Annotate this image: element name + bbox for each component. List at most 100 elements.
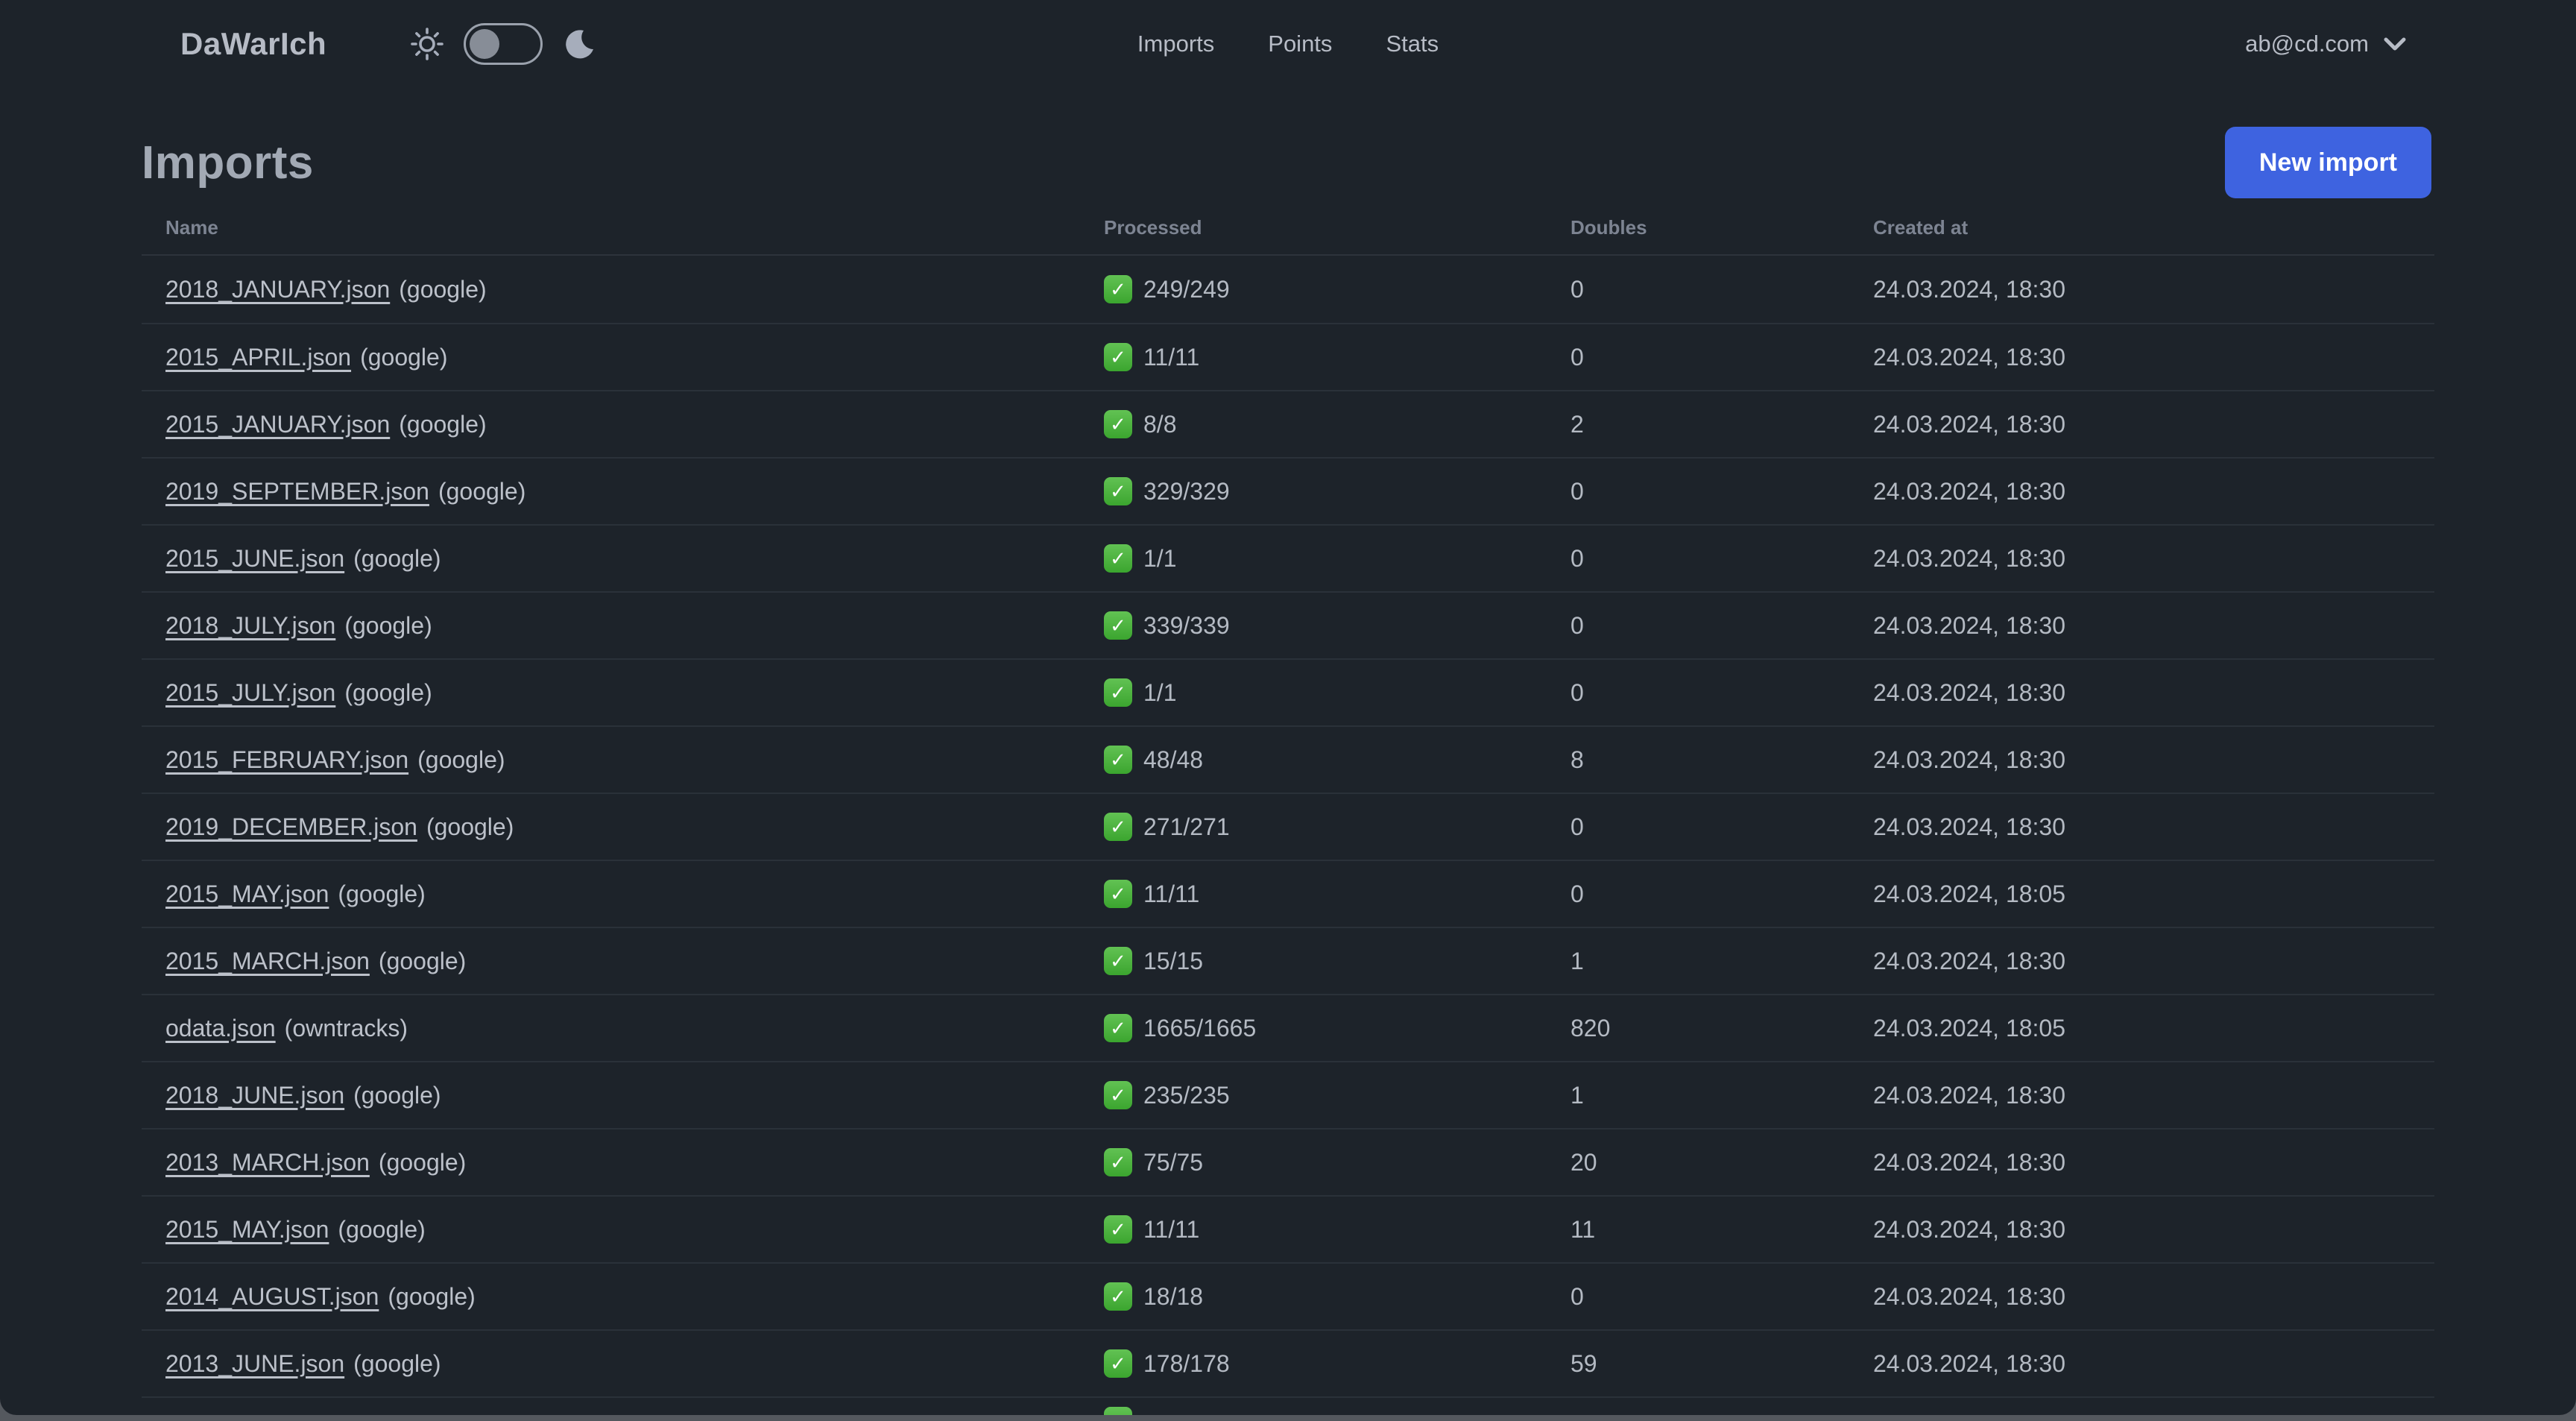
processed-cell: ✓ 15/15 [1104, 947, 1570, 975]
import-file-link[interactable]: 2015_MARCH.json [165, 947, 370, 974]
import-source-label: (google) [378, 947, 467, 974]
brand-logo[interactable]: DaWarIch [180, 26, 327, 61]
sun-icon [411, 28, 443, 60]
import-file-link[interactable]: odata.json [165, 1014, 276, 1042]
name-cell: 2018_JANUARY.json (google) [142, 276, 1104, 303]
table-row: 2018_JANUARY.json (google) ✓ 249/249 0 24… [142, 256, 2434, 323]
name-cell: 2014_AUGUST.json (google) [142, 1283, 1104, 1311]
processed-cell: ✓ 48/48 [1104, 746, 1570, 774]
import-source-label: (google) [438, 477, 526, 505]
import-file-link[interactable]: 2015_MAY.json [165, 1215, 329, 1243]
created-at-cell: 24.03.2024, 18:30 [1873, 746, 2066, 773]
nav-item-stats[interactable]: Stats [1386, 31, 1439, 57]
processed-cell: ✓ 11/11 [1104, 880, 1570, 908]
import-source-label: (google) [344, 678, 432, 706]
check-icon: ✓ [1104, 343, 1132, 371]
created-at-cell: 24.03.2024, 18:30 [1873, 544, 2066, 572]
check-icon: ✓ [1104, 1349, 1132, 1378]
import-source-label: (google) [338, 1215, 426, 1243]
chevron-down-icon [2384, 37, 2406, 51]
name-cell: 2015_JANUARY.json (google) [142, 411, 1104, 438]
processed-cell: ✓ 271/271 [1104, 813, 1570, 841]
processed-count: 271/271 [1143, 813, 1230, 840]
import-source-label: (google) [353, 1349, 441, 1377]
created-at-cell: 24.03.2024, 18:30 [1873, 410, 2066, 438]
check-icon: ✓ [1104, 410, 1132, 438]
import-file-link[interactable]: 2018_JUNE.json [165, 1081, 345, 1109]
processed-count: 8/8 [1143, 410, 1177, 438]
account-menu[interactable]: ab@cd.com [2245, 31, 2408, 57]
table-row: 2019_DECEMBER.json (google) ✓ 271/271 0 2… [142, 793, 2434, 860]
import-file-link[interactable]: 2015_JULY.json [165, 678, 336, 706]
processed-cell: ✓ 178/178 [1104, 1349, 1570, 1378]
created-at-cell: 24.03.2024, 18:30 [1873, 1215, 2066, 1243]
import-file-link[interactable]: 2013_MARCH.json [165, 1148, 370, 1176]
name-cell: 2015_MAY.json (google) [142, 880, 1104, 908]
import-file-link[interactable]: 2019_SEPTEMBER.json [165, 477, 429, 505]
doubles-cell: 1 [1570, 947, 1584, 974]
doubles-cell: 820 [1570, 1014, 1611, 1042]
table-row: 2013_MARCH.json (google) ✓ 75/75 20 24.03… [142, 1128, 2434, 1195]
doubles-cell: 8 [1570, 746, 1584, 773]
table-row: 2019_SEPTEMBER.json (google) ✓ 329/329 0 … [142, 457, 2434, 524]
theme-toggle-group [410, 23, 596, 65]
import-file-link[interactable]: 2015_JANUARY.json [165, 410, 391, 438]
import-file-link[interactable]: 2015_FEBRUARY.json [165, 746, 409, 773]
name-cell: 2018_JUNE.json (google) [142, 1082, 1104, 1109]
import-file-link[interactable]: 2018_JANUARY.json [165, 275, 391, 303]
new-import-button[interactable]: New import [2224, 127, 2431, 198]
import-source-label: (google) [353, 1081, 441, 1109]
table-row: 2015_MAY.json (google) ✓ 11/11 11 24.03.2… [142, 1195, 2434, 1262]
processed-count: 11/11 [1143, 343, 1200, 371]
import-file-link[interactable]: 2018_JULY.json [165, 611, 336, 639]
doubles-cell: 0 [1570, 544, 1584, 572]
import-file-link[interactable]: 2019_DECEMBER.json [165, 813, 417, 840]
processed-count: 235/235 [1143, 1081, 1230, 1109]
import-file-link[interactable]: 2015_MAY.json [165, 880, 329, 907]
doubles-cell: 0 [1570, 343, 1584, 371]
processed-count: 1/1 [1143, 678, 1177, 706]
table-row: 2015_JUNE.json (google) ✓ 1/1 0 24.03.202… [142, 524, 2434, 591]
import-source-label: (owntracks) [284, 1014, 408, 1042]
page-header: Imports New import [0, 124, 2576, 201]
doubles-cell: 0 [1570, 1282, 1584, 1310]
check-icon: ✓ [1104, 947, 1132, 975]
nav-item-points[interactable]: Points [1268, 31, 1333, 57]
import-source-label: (google) [426, 813, 514, 840]
doubles-cell: 0 [1570, 678, 1584, 706]
processed-cell: ✓ 75/75 [1104, 1148, 1570, 1176]
import-file-link[interactable]: 2014_AUGUST.json [165, 1282, 379, 1310]
processed-cell: ✓ 329/329 [1104, 477, 1570, 505]
imports-table: Name Processed Doubles Created at 2018_J… [142, 201, 2434, 1415]
table-row-partial: ✓ [142, 1396, 2434, 1415]
table-header-row: Name Processed Doubles Created at [142, 201, 2434, 256]
doubles-cell: 2 [1570, 410, 1584, 438]
page-title: Imports [142, 136, 314, 189]
doubles-cell: 0 [1570, 813, 1584, 840]
doubles-cell: 0 [1570, 477, 1584, 505]
doubles-cell: 20 [1570, 1148, 1597, 1176]
column-header-created-at: Created at [1873, 216, 1969, 239]
import-file-link[interactable]: 2013_JUNE.json [165, 1349, 345, 1377]
column-header-name: Name [165, 216, 218, 239]
name-cell: 2015_APRIL.json (google) [142, 344, 1104, 371]
import-source-label: (google) [344, 611, 432, 639]
processed-cell: ✓ 1665/1665 [1104, 1014, 1570, 1042]
table-row: odata.json (owntracks) ✓ 1665/1665 820 24… [142, 994, 2434, 1061]
created-at-cell: 24.03.2024, 18:30 [1873, 477, 2066, 505]
import-file-link[interactable]: 2015_APRIL.json [165, 343, 352, 371]
created-at-cell: 24.03.2024, 18:30 [1873, 1081, 2066, 1109]
window-bottom-edge [0, 1415, 2576, 1421]
check-icon: ✓ [1104, 544, 1132, 573]
processed-count: 18/18 [1143, 1282, 1204, 1310]
theme-toggle-switch[interactable] [464, 23, 543, 65]
processed-count: 178/178 [1143, 1349, 1230, 1377]
import-source-label: (google) [417, 746, 505, 773]
import-source-label: (google) [360, 343, 448, 371]
check-icon: ✓ [1104, 1148, 1132, 1176]
processed-count: 249/249 [1143, 275, 1230, 303]
doubles-cell: 11 [1570, 1215, 1596, 1243]
nav-item-imports[interactable]: Imports [1137, 31, 1215, 57]
import-file-link[interactable]: 2015_JUNE.json [165, 544, 345, 572]
